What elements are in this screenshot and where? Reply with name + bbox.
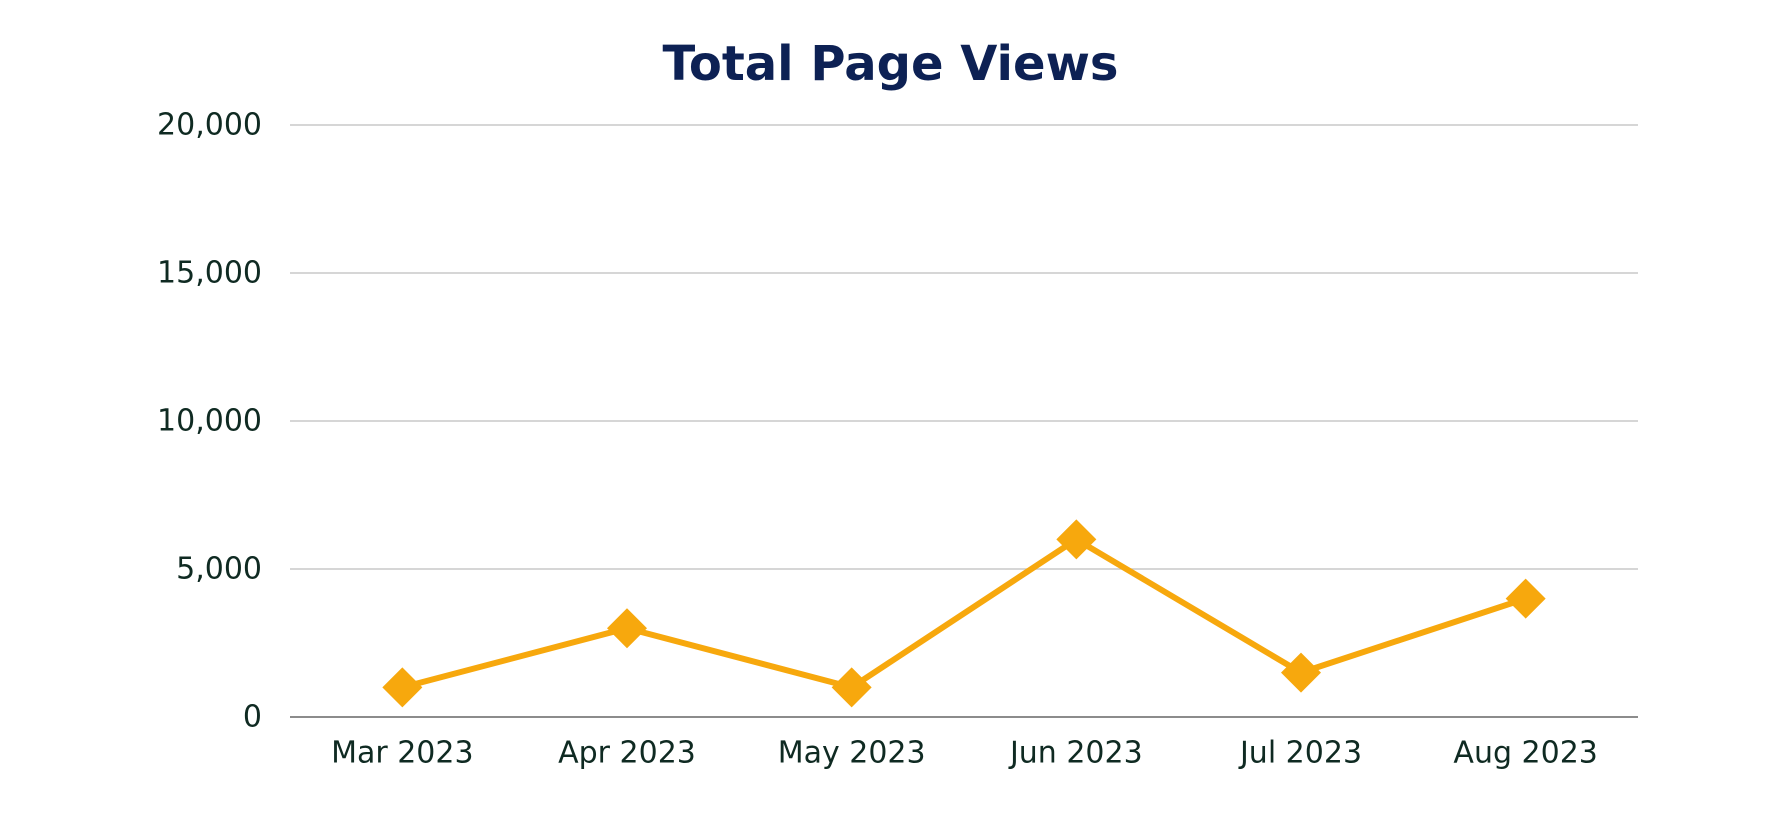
x-tick-label: Jul 2023 bbox=[1238, 736, 1362, 771]
y-tick-label: 20,000 bbox=[157, 108, 262, 143]
x-tick-label: Apr 2023 bbox=[558, 736, 696, 771]
data-point-marker bbox=[1056, 519, 1097, 560]
x-tick-label: Aug 2023 bbox=[1453, 736, 1597, 771]
y-tick-label: 0 bbox=[243, 700, 262, 735]
data-point-marker bbox=[1505, 578, 1546, 619]
data-point-marker bbox=[831, 667, 872, 708]
x-tick-label: May 2023 bbox=[778, 736, 926, 771]
chart-title: Total Page Views bbox=[662, 36, 1119, 92]
x-tick-label: Mar 2023 bbox=[331, 736, 474, 771]
y-tick-label: 5,000 bbox=[176, 552, 262, 587]
x-tick-label: Jun 2023 bbox=[1008, 736, 1143, 771]
series-line bbox=[399, 536, 1529, 691]
data-point-marker bbox=[382, 667, 423, 708]
y-tick-label: 10,000 bbox=[157, 404, 262, 439]
y-tick-label: 15,000 bbox=[157, 256, 262, 291]
data-point-marker bbox=[607, 608, 647, 649]
data-point-marker bbox=[1281, 652, 1321, 693]
